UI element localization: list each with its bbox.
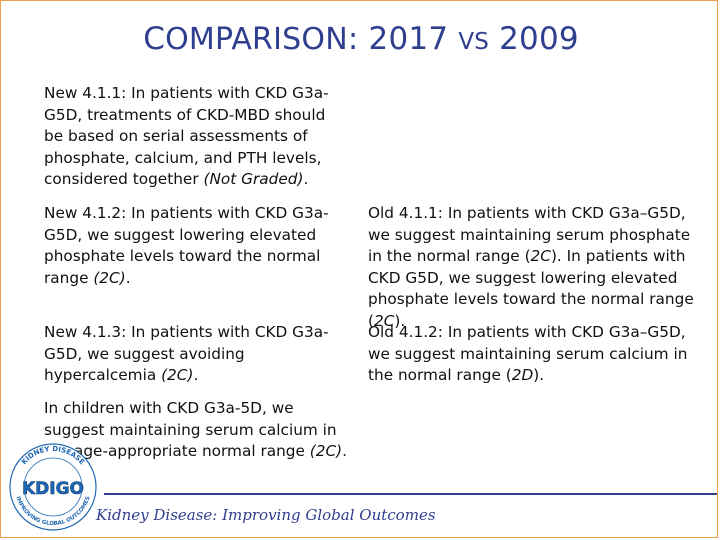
block-end: . xyxy=(125,268,131,287)
kdigo-logo: KIDNEY DISEASE IMPROVING GLOBAL OUTCOMES… xyxy=(9,443,97,531)
title-initial: C xyxy=(143,21,166,57)
children-guidance-text: In children with CKD G3a-5D, we suggest … xyxy=(44,398,349,463)
grade-label: (2C) xyxy=(309,442,343,461)
block-body: In children with CKD G3a-5D, we suggest … xyxy=(44,399,337,461)
new-4-1-3-text: New 4.1.3: In patients with CKD G3a-G5D,… xyxy=(44,322,349,387)
block-body: : In patients with CKD G3a-G5D, treatmen… xyxy=(44,84,329,189)
logo-wordmark: KDIGO xyxy=(22,479,84,499)
block-label: New 4.1.1 xyxy=(44,84,122,102)
old-4-1-2-text: Old 4.1.2: In patients with CKD G3a–G5D,… xyxy=(368,322,703,387)
title-year-2009: 2009 xyxy=(489,21,579,57)
block-end: . xyxy=(342,442,348,461)
grade-label: (2C) xyxy=(93,268,126,287)
footer-divider xyxy=(104,493,717,495)
block-label: Old 4.1.2: xyxy=(368,323,443,341)
title-vs: VS xyxy=(458,29,490,55)
grade-label: 2C xyxy=(530,247,551,266)
new-4-1-1-text: New 4.1.1: In patients with CKD G3a-G5D,… xyxy=(44,83,344,191)
block-label: New 4.1.2 xyxy=(44,204,122,222)
old-4-1-1-text: Old 4.1.1: In patients with CKD G3a–G5D,… xyxy=(368,203,703,333)
block-end: ). xyxy=(394,311,406,330)
block-body: In patients with CKD G3a–G5D, we suggest… xyxy=(368,204,691,266)
grade-label: 2D xyxy=(511,366,534,385)
title-word: OMPARISON xyxy=(165,22,348,57)
block-end: . xyxy=(193,366,199,385)
slide-title: COMPARISON: 2017 VS 2009 xyxy=(1,21,717,57)
title-year-2017: : 2017 xyxy=(347,21,459,57)
block-end: ). xyxy=(533,366,545,385)
block-body: In patients with CKD G3a–G5D, we suggest… xyxy=(368,323,688,385)
block-body-continued: ). In patients with CKD G5D, we suggest … xyxy=(368,247,694,330)
block-body: : In patients with CKD G3a-G5D, we sugge… xyxy=(44,204,329,287)
new-4-1-2-text: New 4.1.2: In patients with CKD G3a-G5D,… xyxy=(44,203,344,289)
grade-label: (Not Graded) xyxy=(203,170,304,189)
block-end: . xyxy=(303,170,309,189)
block-body: : In patients with CKD G3a-G5D, we sugge… xyxy=(44,323,329,385)
grade-label: 2C xyxy=(373,311,395,330)
block-label: Old 4.1.1: xyxy=(368,204,443,222)
footer-organization: Kidney Disease: Improving Global Outcome… xyxy=(96,506,436,524)
grade-label: (2C) xyxy=(161,366,194,385)
block-label: New 4.1.3 xyxy=(44,323,122,341)
